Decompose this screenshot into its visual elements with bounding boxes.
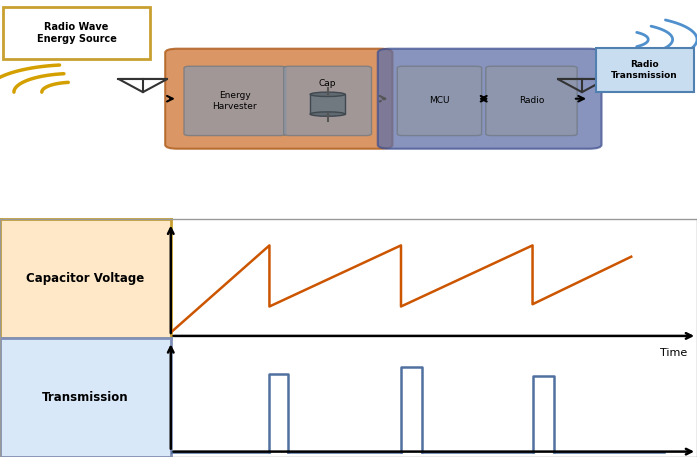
Ellipse shape	[310, 112, 345, 116]
FancyBboxPatch shape	[284, 66, 372, 136]
Text: Cap: Cap	[319, 79, 337, 88]
FancyBboxPatch shape	[378, 49, 602, 149]
Text: Radio: Radio	[519, 96, 544, 106]
Text: Radio Wave
Energy Source: Radio Wave Energy Source	[37, 22, 116, 44]
FancyBboxPatch shape	[486, 66, 577, 136]
FancyBboxPatch shape	[596, 48, 694, 92]
Ellipse shape	[310, 92, 345, 96]
Text: Radio
Transmission: Radio Transmission	[611, 60, 678, 80]
Text: MCU: MCU	[429, 96, 450, 106]
FancyBboxPatch shape	[397, 66, 482, 136]
Polygon shape	[310, 94, 345, 114]
FancyBboxPatch shape	[165, 49, 392, 149]
FancyBboxPatch shape	[3, 6, 150, 59]
Text: Energy
Harvester: Energy Harvester	[213, 91, 257, 111]
FancyBboxPatch shape	[184, 66, 286, 136]
Text: Transmission: Transmission	[42, 391, 129, 404]
Text: Time: Time	[660, 348, 687, 358]
Text: Capacitor Voltage: Capacitor Voltage	[26, 272, 144, 285]
